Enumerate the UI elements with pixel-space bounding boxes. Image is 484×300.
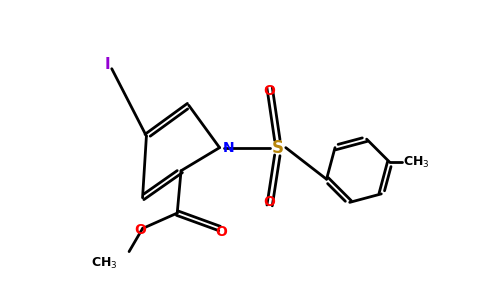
Text: S: S [272,139,283,157]
Text: CH$_3$: CH$_3$ [403,155,430,170]
Text: O: O [135,224,147,237]
Text: O: O [264,84,275,98]
Text: O: O [215,225,227,238]
Text: CH$_3$: CH$_3$ [91,256,118,271]
Text: O: O [264,195,275,208]
Text: N: N [223,141,234,155]
Text: I: I [105,57,111,72]
